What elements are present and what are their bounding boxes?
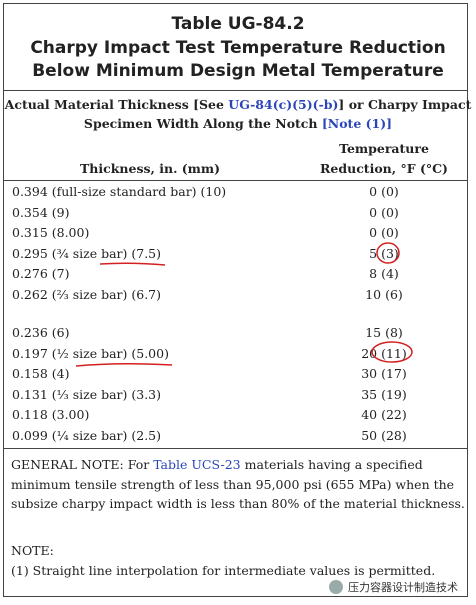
reduction-cell: 0 (0) bbox=[369, 204, 399, 220]
watermark-icon bbox=[329, 580, 343, 594]
thickness-cell: 0.354 (9) bbox=[12, 204, 70, 220]
reduction-cell: 0 (0) bbox=[369, 184, 399, 199]
reduction-cell: 50 (28) bbox=[361, 427, 407, 443]
header-line: Specimen Width Along the Notch [Note (1)… bbox=[0, 116, 476, 131]
table-frame bbox=[3, 3, 468, 597]
header-text: ] or Charpy Impact bbox=[338, 97, 472, 112]
watermark: 压力容器设计制造技术 bbox=[348, 581, 458, 594]
thickness-cell: 0.158 (4) bbox=[12, 366, 70, 381]
header-text: Actual Material Thickness [See bbox=[4, 97, 229, 112]
link[interactable]: [Note (1)] bbox=[321, 116, 393, 131]
link[interactable]: UG-84(c)(5)(-b) bbox=[228, 97, 339, 112]
thickness-cell: 0.131 (⅓ size bar) (3.3) bbox=[12, 386, 162, 402]
thickness-cell: 0.394 (full-size standard bar) (10) bbox=[12, 184, 227, 199]
thickness-cell: 0.099 (¼ size bar) (2.5) bbox=[12, 427, 162, 443]
red-circle bbox=[371, 341, 413, 363]
title: Charpy Impact Test Temperature Reduction bbox=[30, 38, 446, 58]
reduction-cell: 30 (17) bbox=[361, 366, 407, 381]
reduction-cell: 0 (0) bbox=[369, 225, 399, 240]
red-underline bbox=[99, 262, 166, 266]
rule bbox=[3, 180, 468, 181]
thickness-cell: 0.236 (6) bbox=[12, 325, 70, 340]
reduction-cell: 35 (19) bbox=[361, 386, 407, 402]
header-line: Actual Material Thickness [See UG-84(c)(… bbox=[0, 97, 476, 112]
reduction-cell: 8 (4) bbox=[369, 266, 399, 281]
thickness-cell: 0.118 (3.00) bbox=[12, 407, 90, 422]
title: Table UG-84.2 bbox=[171, 14, 305, 34]
red-underline bbox=[75, 362, 173, 367]
rule bbox=[3, 90, 468, 91]
reduction-cell: 10 (6) bbox=[365, 286, 403, 302]
header-text: Specimen Width Along the Notch bbox=[83, 116, 322, 131]
col-header: Temperature bbox=[339, 141, 429, 156]
reduction-cell: 5 (3) bbox=[369, 245, 399, 261]
reduction-cell: 40 (22) bbox=[361, 407, 407, 422]
thickness-cell: 0.197 (½ size bar) (5.00) bbox=[12, 345, 169, 361]
note-text: GENERAL NOTE: For bbox=[11, 457, 154, 472]
rule bbox=[3, 448, 468, 449]
title: Below Minimum Design Metal Temperature bbox=[32, 61, 444, 81]
reduction-cell: 15 (8) bbox=[365, 325, 403, 340]
general-note: GENERAL NOTE: For Table UCS-23 materials… bbox=[11, 455, 465, 514]
thickness-cell: 0.262 (⅔ size bar) (6.7) bbox=[12, 286, 162, 302]
red-circle bbox=[376, 242, 400, 264]
thickness-cell: 0.295 (¾ size bar) (7.5) bbox=[12, 245, 162, 261]
thickness-cell: 0.276 (7) bbox=[12, 266, 70, 281]
col-header: Thickness, in. (mm) bbox=[80, 161, 221, 176]
col-header: Reduction, °F (°C) bbox=[320, 161, 448, 176]
note-item: (1) Straight line interpolation for inte… bbox=[11, 563, 436, 578]
note-text: materials having a specified minimum ten… bbox=[11, 457, 465, 511]
link[interactable]: Table UCS-23 bbox=[153, 457, 241, 472]
thickness-cell: 0.315 (8.00) bbox=[12, 225, 90, 240]
note-heading: NOTE: bbox=[11, 543, 54, 558]
